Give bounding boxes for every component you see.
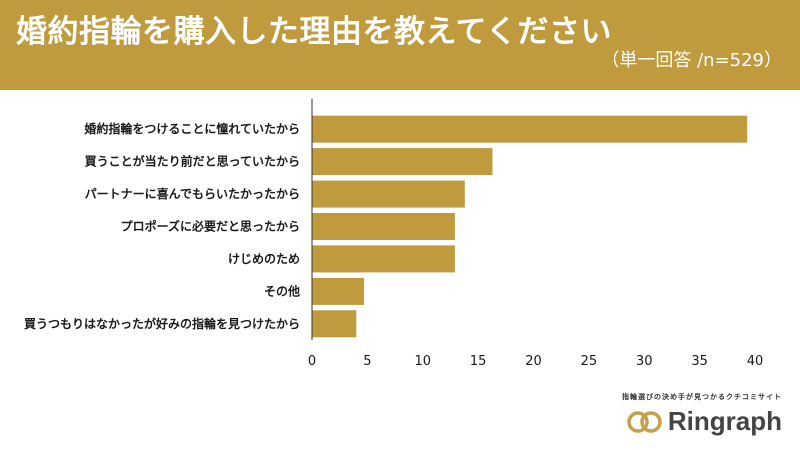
category-label-7: 買うつもりはなかったが好みの指輪を見つけたから bbox=[24, 316, 300, 331]
page-subtitle: （単一回答 /n=529） bbox=[601, 50, 782, 71]
x-tick-label-15: 15 bbox=[470, 354, 487, 369]
page-title: 婚約指輪を購入した理由を教えてください bbox=[16, 14, 613, 50]
bar-6 bbox=[312, 277, 365, 305]
bar-3 bbox=[312, 180, 465, 208]
brand-tagline: 指輪選びの決め手が見つかるクチコミサイト bbox=[622, 393, 782, 401]
bar-2 bbox=[312, 148, 493, 176]
category-label-6: その他 bbox=[264, 283, 300, 298]
x-tick-label-5: 5 bbox=[363, 354, 371, 369]
ring-logo-icon bbox=[627, 410, 662, 433]
x-tick-label-10: 10 bbox=[415, 354, 432, 369]
x-tick-label-35: 35 bbox=[691, 354, 708, 369]
category-label-4: プロポーズに必要だと思ったから bbox=[121, 219, 300, 234]
x-tick-label-0: 0 bbox=[308, 354, 316, 369]
header-banner: 婚約指輪を購入した理由を教えてください （単一回答 /n=529） bbox=[0, 0, 800, 90]
bar-7 bbox=[312, 310, 357, 338]
x-tick-label-40: 40 bbox=[747, 354, 764, 369]
x-tick-label-20: 20 bbox=[525, 354, 542, 369]
x-tick-label-30: 30 bbox=[636, 354, 653, 369]
bar-5 bbox=[312, 245, 455, 273]
category-label-1: 婚約指輪をつけることに憧れていたから bbox=[84, 121, 300, 136]
category-label-5: けじめのため bbox=[228, 252, 300, 266]
bar-1 bbox=[312, 115, 748, 143]
bar-4 bbox=[312, 213, 455, 240]
x-tick-label-25: 25 bbox=[581, 354, 598, 369]
brand-name: Ringraph bbox=[667, 406, 782, 436]
category-label-3: パートナーに喜んでもらいたかったから bbox=[85, 186, 300, 201]
category-label-2: 買うことが当たり前だと思っていたから bbox=[85, 154, 300, 169]
brand-block: 指輪選びの決め手が見つかるクチコミサイト Ringraph bbox=[622, 392, 782, 437]
